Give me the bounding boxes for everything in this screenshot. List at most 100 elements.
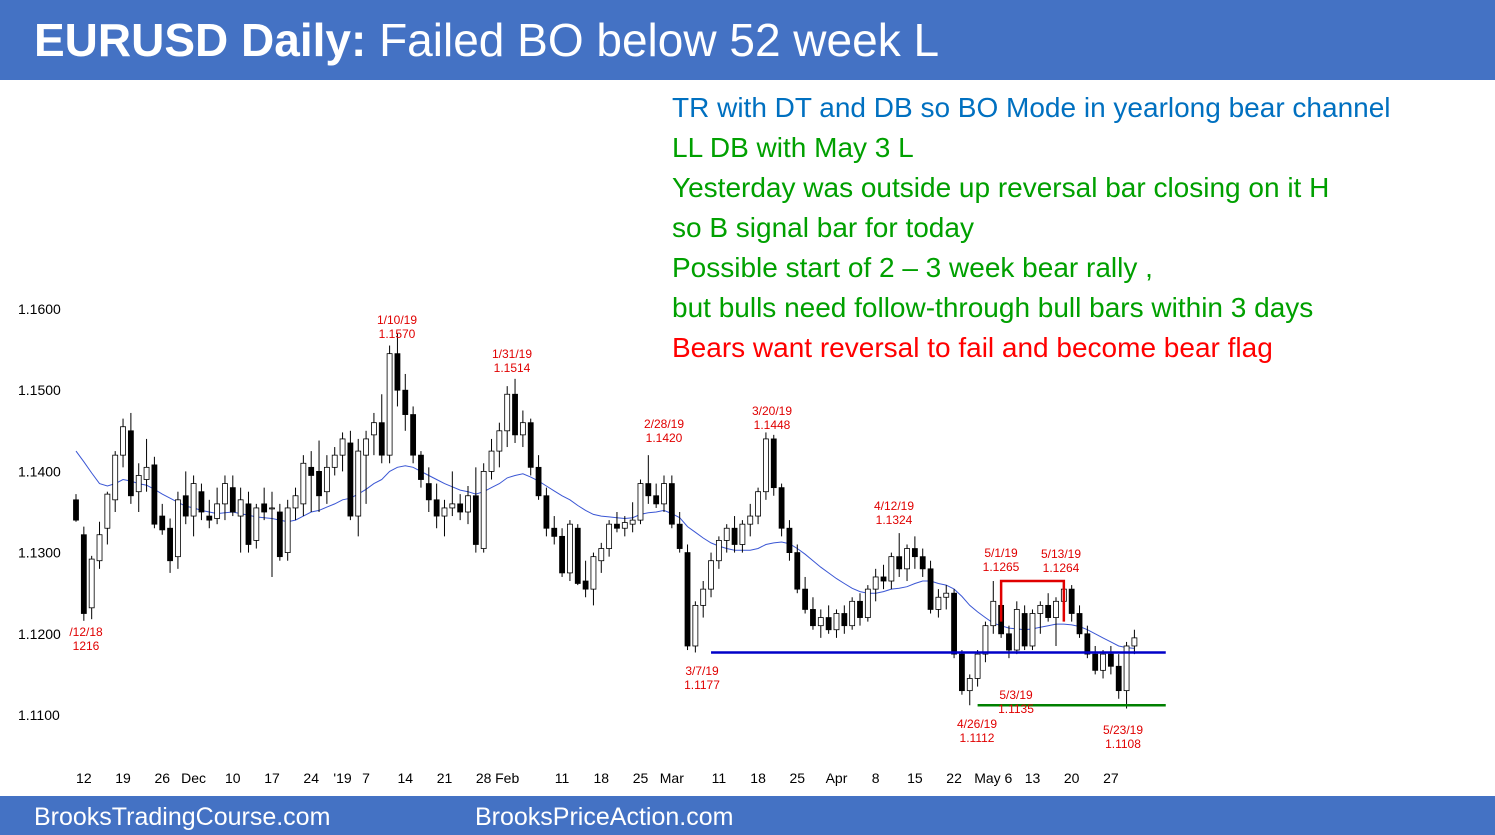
candle: [621, 516, 628, 537]
candle: [465, 486, 471, 525]
candle: [708, 552, 714, 598]
candle: [504, 386, 511, 448]
bear-candle-body: [1068, 588, 1075, 614]
candle: [1100, 650, 1106, 679]
bull-candle-body: [661, 483, 667, 505]
x-tick-label: 7: [362, 770, 370, 786]
price-annotation: 1.1420: [646, 431, 683, 445]
x-tick-label: 24: [303, 770, 319, 786]
candle: [590, 552, 597, 606]
y-tick-label: 1.1200: [18, 626, 61, 642]
bear-candle-body: [527, 422, 534, 468]
candle: [810, 597, 816, 630]
y-axis: 1.1600 1.1500 1.1400 1.1300 1.1200 1.1100: [18, 301, 61, 723]
bull-candle-body: [629, 519, 636, 525]
bear-candle-body: [543, 495, 550, 529]
note-line: LL DB with May 3 L: [672, 132, 914, 163]
bull-candle-body: [175, 499, 181, 558]
bear-candle-body: [308, 466, 315, 476]
candle: [739, 520, 746, 553]
candle: [700, 581, 707, 618]
bull-candle-body: [990, 600, 997, 627]
bear-candle-body: [896, 556, 903, 570]
candle: [1013, 601, 1020, 655]
bull-candle-body: [763, 438, 769, 493]
bear-candle-body: [425, 483, 432, 501]
bear-candle-body: [206, 515, 213, 521]
bull-candle-body: [363, 438, 369, 456]
bear-candle-body: [127, 430, 134, 497]
bear-candle-body: [512, 393, 518, 436]
candle: [747, 503, 754, 537]
candle: [927, 560, 934, 614]
x-tick-label: 27: [1103, 770, 1119, 786]
note-line: but bulls need follow-through bull bars …: [672, 292, 1314, 323]
candle: [331, 447, 338, 476]
candle: [104, 491, 111, 545]
bull-candle-body: [598, 548, 605, 562]
candle: [1092, 645, 1099, 675]
candle: [182, 471, 189, 525]
bull-candle-body: [222, 483, 228, 505]
bull-candle-body: [864, 588, 871, 618]
bear-candle-body: [1076, 613, 1083, 635]
candle: [284, 499, 291, 561]
x-tick-label: 19: [115, 770, 131, 786]
bear-candle-body: [1084, 633, 1091, 655]
price-annotation: 1.1135: [998, 702, 1034, 716]
bear-candle-body: [880, 576, 887, 582]
candle: [371, 412, 377, 456]
candle: [1068, 585, 1075, 622]
bear-candle-body: [614, 523, 620, 529]
bull-candle-body: [143, 466, 150, 480]
price-annotation: 4/26/19: [957, 717, 997, 731]
bull-candle-body: [386, 353, 393, 456]
footer-link-price-action[interactable]: BrooksPriceAction.com: [475, 803, 734, 831]
candle: [668, 475, 675, 529]
candle: [959, 650, 965, 695]
x-tick-label: '19: [333, 770, 351, 786]
candle: [245, 491, 252, 553]
bull-candle-body: [739, 523, 746, 545]
bull-candle-body: [1013, 609, 1020, 651]
y-tick-label: 1.1600: [18, 301, 61, 317]
bear-candle-body: [959, 653, 965, 692]
bear-candle-body: [1006, 633, 1012, 651]
moving-average-line: [75, 450, 1135, 649]
footer-link-course[interactable]: BrooksTradingCourse.com: [34, 803, 331, 831]
candle: [880, 564, 887, 590]
candle: [339, 432, 346, 472]
candle: [316, 440, 322, 512]
candle: [935, 589, 942, 618]
bull-candle-body: [96, 534, 103, 562]
candle: [919, 548, 926, 577]
bull-candle-body: [496, 430, 503, 452]
note-line: so B signal bar for today: [672, 212, 974, 243]
bull-candle-body: [888, 556, 895, 582]
bear-candle-body: [245, 503, 252, 545]
candle: [535, 455, 542, 500]
x-tick-label: 25: [789, 770, 805, 786]
x-tick-label: 13: [1025, 770, 1041, 786]
candle: [96, 521, 103, 569]
candle: [723, 524, 730, 553]
bull-candle-body: [904, 548, 910, 570]
candle: [629, 502, 636, 533]
price-annotation: 1.1570: [379, 327, 416, 341]
x-tick-label: 21: [437, 770, 453, 786]
bear-candle-body: [574, 527, 581, 584]
candle: [802, 576, 809, 614]
candle: [527, 418, 534, 476]
candle: [551, 516, 558, 545]
resistance-bracket: [999, 579, 1066, 622]
bull-candle-body: [1029, 613, 1036, 647]
candle: [276, 503, 283, 561]
bull-candle-body: [488, 450, 495, 472]
candle: [441, 499, 448, 537]
candle: [1131, 629, 1138, 655]
candle: [582, 560, 589, 598]
candle: [598, 542, 605, 573]
candle: [1076, 605, 1083, 638]
bear-candle-body: [731, 527, 738, 545]
bear-candle-body: [582, 580, 589, 590]
